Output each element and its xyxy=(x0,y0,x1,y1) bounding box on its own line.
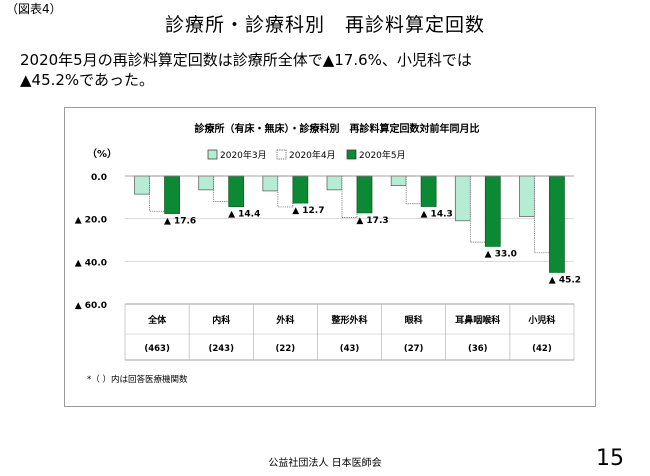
data-label: ▲ 33.0 xyxy=(485,249,517,259)
chart-title: 診療所（有床・無床）・診療科別 再診料算定回数対前年同月比 xyxy=(195,122,480,135)
category-count: (243) xyxy=(208,344,234,354)
legend-swatch xyxy=(346,149,357,160)
bar xyxy=(164,175,180,214)
legend-swatch xyxy=(276,149,287,160)
bar xyxy=(149,175,165,212)
category-label: 耳鼻咽喉科 xyxy=(455,314,500,326)
legend-swatch xyxy=(207,149,218,160)
y-tick-label: ▲ 20.0 xyxy=(75,216,107,226)
data-label: ▲ 17.6 xyxy=(164,217,196,227)
bar xyxy=(405,175,422,205)
bar xyxy=(134,175,150,195)
data-label: ▲ 14.3 xyxy=(421,210,453,220)
category-label: 整形外科 xyxy=(330,314,367,326)
bar xyxy=(534,175,550,254)
category-label: 全体 xyxy=(147,314,167,326)
bar xyxy=(198,175,215,191)
bar xyxy=(484,175,501,247)
bar xyxy=(420,175,437,207)
category-label: 内科 xyxy=(212,314,230,326)
category-count: (36) xyxy=(468,344,488,354)
bar xyxy=(454,175,471,222)
y-tick-label: ▲ 40.0 xyxy=(75,258,107,268)
bar xyxy=(341,175,358,218)
category-label: 眼科 xyxy=(405,314,423,326)
y-unit-label: （%） xyxy=(87,147,117,160)
bar xyxy=(549,175,565,273)
figure-label: （図表4） xyxy=(6,2,62,16)
bar xyxy=(292,175,309,204)
category-label: 外科 xyxy=(275,314,294,326)
bar xyxy=(519,175,535,217)
bar xyxy=(228,175,245,208)
data-label: ▲ 14.4 xyxy=(228,210,260,220)
chart-svg: 診療所（有床・無床）・診療科別 再診料算定回数対前年同月比 （%） 2020年3月 2… xyxy=(75,122,581,385)
summary-line-2: ▲45.2%であった。 xyxy=(20,71,155,89)
bar xyxy=(356,175,373,214)
category-count: (463) xyxy=(144,344,170,354)
category-count: (43) xyxy=(340,344,360,354)
category-count: (22) xyxy=(276,344,296,354)
legend-label: 2020年5月 xyxy=(359,149,406,161)
y-tick-label: 0.0 xyxy=(91,173,107,183)
legend-label: 2020年3月 xyxy=(220,149,267,161)
bar xyxy=(390,175,407,186)
bar xyxy=(326,175,343,191)
data-label: ▲ 17.3 xyxy=(356,216,388,226)
bar xyxy=(469,175,486,243)
y-tick-label: ▲ 60.0 xyxy=(75,301,107,311)
summary-line-1: 2020年5月の再診料算定回数は診療所全体で▲17.6%、小児科では xyxy=(20,51,472,69)
category-count: (27) xyxy=(404,344,424,354)
footer-organization: 公益社団法人 日本医師会 xyxy=(268,458,382,469)
page-number: 15 xyxy=(596,446,624,471)
category-count: (42) xyxy=(532,344,552,354)
slide-title: 診療所・診療科別 再診料算定回数 xyxy=(164,14,485,36)
chart-panel: 診療所（有床・無床）・診療科別 再診料算定回数対前年同月比 （%） 2020年3月 2… xyxy=(64,107,596,407)
data-label: ▲ 45.2 xyxy=(549,275,581,285)
data-label: ▲ 12.7 xyxy=(292,206,324,216)
bar xyxy=(277,175,294,208)
category-label: 小児科 xyxy=(527,314,555,326)
chart-note: *（ ）内は回答医療機関数 xyxy=(87,374,188,385)
bar xyxy=(262,175,279,192)
summary-text: 2020年5月の再診料算定回数は診療所全体で▲17.6%、小児科では ▲45.2… xyxy=(20,50,620,90)
bar xyxy=(213,175,230,202)
legend-label: 2020年4月 xyxy=(289,149,336,161)
